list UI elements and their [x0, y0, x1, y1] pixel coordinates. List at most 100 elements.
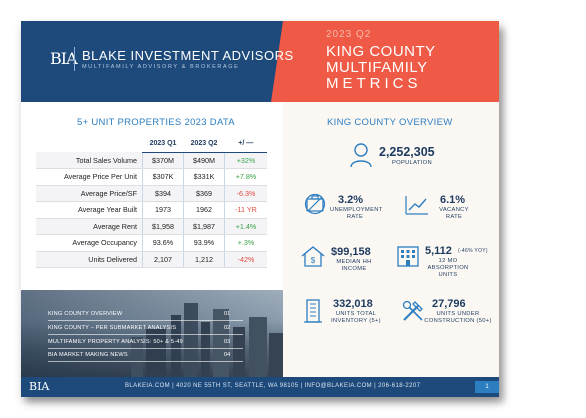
q1-value: $1,958 [142, 218, 184, 235]
toc-divider [48, 361, 243, 362]
toc-divider [48, 334, 243, 335]
home-icon: $ [301, 246, 325, 267]
change-value: +7.8% [224, 168, 267, 186]
absorption-label-line2: UNITS [438, 272, 458, 278]
q2-value: $1,987 [183, 218, 225, 235]
overview-title: KING COUNTY OVERVIEW [327, 117, 453, 128]
income-label-line2: INCOME [341, 266, 367, 272]
q2-value: 93.9% [183, 234, 225, 252]
q1-value: 93.6% [142, 234, 184, 252]
construction-label: UNITS UNDER CONSTRUCTION (50+) [423, 311, 493, 325]
population-icon [350, 143, 372, 168]
q2-value: $490M [183, 152, 225, 169]
properties-table: 2023 Q1 2023 Q2 +/ — Total Sales Volume $… [36, 136, 267, 268]
population-value: 2,252,305 [379, 145, 435, 159]
office-tower-icon [304, 299, 322, 323]
unemployment-label-line1: UNEMPLOYMENT [330, 207, 383, 213]
apartment-building-icon [397, 246, 419, 267]
vacancy-label-line1: VACANCY [439, 207, 469, 213]
logo-divider [74, 47, 75, 71]
construction-label-line1: UNITS UNDER [436, 311, 480, 317]
absorption-label-line1: 12 MO ABSORPTION [427, 258, 469, 271]
q2-value: 1962 [183, 201, 225, 219]
q1-value: $307K [142, 168, 184, 186]
construction-value: 27,796 [432, 298, 466, 310]
city-photo [21, 290, 283, 377]
toc-item[interactable]: MULTIFAMILY PROPERTY ANALYSIS: 50+ & 5-4… [48, 339, 183, 345]
trend-chart-icon [405, 196, 428, 215]
table-title: 5+ UNIT PROPERTIES 2023 DATA [77, 117, 235, 128]
vacancy-value: 6.1% [440, 194, 466, 206]
row-label: Average Occupancy [36, 234, 143, 252]
change-value: -11 YR [224, 201, 267, 219]
table-row: Average Rent $1,958 $1,987 +1.4% [36, 218, 267, 235]
table-row: Average Year Built 1973 1962 -11 YR [36, 201, 267, 219]
table-row: Total Sales Volume $370M $490M +32% [36, 152, 267, 169]
row-label: Average Year Built [36, 201, 143, 219]
change-value: -42% [224, 251, 267, 268]
report-title-line1: KING COUNTY [326, 43, 436, 60]
inventory-value: 332,018 [333, 298, 373, 310]
table-corner [36, 136, 143, 152]
q1-value: 1973 [142, 201, 184, 219]
unemployment-icon [304, 193, 326, 215]
inventory-label-line1: UNITS TOTAL [335, 311, 377, 317]
footer-bar: BIA BLAKEIA.COM | 4020 NE 55TH ST, SEATT… [21, 377, 499, 397]
q1-value: $394 [142, 185, 184, 202]
income-label-line1: MEDIAN HH [336, 259, 372, 265]
unemployment-label: UNEMPLOYMENT RATE [330, 207, 383, 221]
income-value: $99,158 [331, 246, 371, 258]
tools-icon [402, 300, 423, 321]
header-title-band [271, 21, 499, 102]
brand-tagline: MULTIFAMILY ADVISORY & BROKERAGE [82, 64, 240, 70]
toc-divider [48, 348, 243, 349]
footer-contact: BLAKEIA.COM | 4020 NE 55TH ST, SEATTLE, … [125, 383, 421, 389]
q2-value: 1,212 [183, 251, 225, 268]
page-number: 1 [475, 381, 499, 393]
col-header-q2: 2023 Q2 [183, 136, 225, 153]
toc-item[interactable]: KING COUNTY OVERVIEW [48, 311, 123, 317]
toc-page-number: 01 [224, 311, 231, 317]
col-header-change: +/ — [224, 136, 267, 153]
q2-value: $331K [183, 168, 225, 186]
col-header-q1: 2023 Q1 [142, 136, 184, 153]
population-label: POPULATION [392, 160, 432, 166]
photo-overlay [21, 290, 283, 377]
brand-name: BLAKE INVESTMENT ADVISORS [82, 48, 294, 63]
toc-page-number: 04 [224, 352, 231, 358]
header-brand-band [21, 21, 283, 102]
row-label: Units Delivered [36, 251, 143, 268]
table-row: Units Delivered 2,107 1,212 -42% [36, 251, 267, 268]
q2-value: $369 [183, 185, 225, 202]
svg-text:$: $ [311, 256, 316, 265]
unemployment-label-line2: RATE [346, 214, 364, 220]
absorption-value: 5,112 [425, 245, 452, 257]
report-title-line2: MULTIFAMILY [326, 59, 428, 76]
report-period: 2023 Q2 [326, 29, 372, 40]
toc-item[interactable]: BIA MARKET MAKING NEWS [48, 352, 128, 358]
inventory-label-line2: INVENTORY (5+) [331, 318, 381, 324]
row-label: Average Rent [36, 218, 143, 235]
logo-mark: BIA [50, 49, 78, 68]
toc-page-number: 03 [224, 339, 231, 345]
q1-value: 2,107 [142, 251, 184, 268]
toc-item[interactable]: KING COUNTY – PER SUBMARKET ANALYSIS [48, 325, 177, 331]
footer-logo: BIA [29, 380, 50, 393]
change-value: +32% [224, 152, 267, 169]
table-row: Average Price/SF $394 $369 -6.3% [36, 185, 267, 202]
unemployment-value: 3.2% [338, 194, 364, 206]
change-value: +.3% [224, 234, 267, 252]
change-value: -6.3% [224, 185, 267, 202]
report-title-line3: METRICS [326, 75, 422, 92]
absorption-note: (-46% YOY) [458, 248, 488, 254]
row-label: Average Price Per Unit [36, 168, 143, 186]
row-label: Average Price/SF [36, 185, 143, 202]
income-label: MEDIAN HH INCOME [329, 259, 379, 273]
inventory-label: UNITS TOTAL INVENTORY (5+) [326, 311, 386, 325]
row-label: Total Sales Volume [36, 152, 143, 169]
construction-label-line2: CONSTRUCTION (50+) [424, 318, 492, 324]
q1-value: $370M [142, 152, 184, 169]
change-value: +1.4% [224, 218, 267, 235]
absorption-label: 12 MO ABSORPTION UNITS [419, 258, 477, 279]
table-row: Average Occupancy 93.6% 93.9% +.3% [36, 234, 267, 252]
